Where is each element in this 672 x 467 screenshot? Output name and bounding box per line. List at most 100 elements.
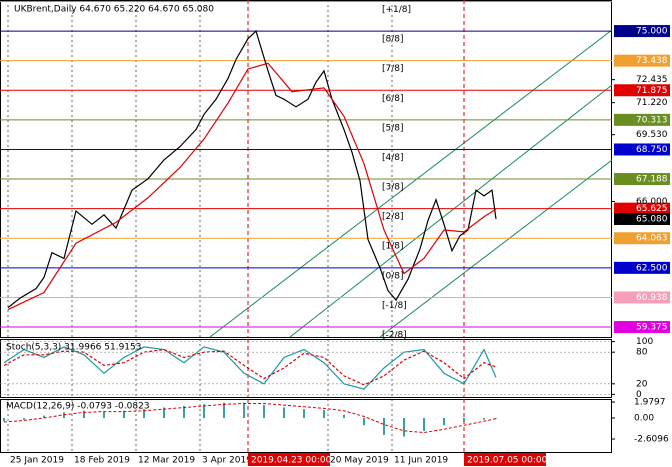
macd-header: MACD(12,26,9) -0.0793 -0.0823	[6, 402, 150, 412]
date-box	[248, 453, 330, 466]
murrey-tag: [0/8]	[382, 271, 404, 281]
x-tick-label: 12 Mar 2019	[138, 456, 195, 466]
macd-bar	[403, 418, 405, 437]
channel-line	[289, 84, 613, 338]
y-tick-label: 1.9797	[634, 398, 666, 408]
highlighted-date-label: 2019.04.23 00:00	[251, 456, 332, 466]
y-tick-label: 0	[636, 390, 642, 400]
level-box	[614, 113, 670, 126]
main-header: UKBrent,Daily 64.670 65.220 64.670 65.08…	[14, 5, 214, 15]
signal-line	[3, 403, 497, 434]
y-tick-label: 80	[636, 348, 648, 358]
main-panel-border	[0, 0, 612, 338]
macd-bar	[363, 418, 365, 426]
y-tick-label: 20	[636, 379, 648, 389]
macd-bar	[263, 405, 265, 419]
macd-bar	[43, 415, 45, 419]
macd-panel-border	[0, 399, 612, 453]
macd-bar	[203, 404, 205, 419]
channel-lines	[209, 29, 613, 338]
level-label: 59.375	[636, 323, 668, 333]
series-line	[3, 346, 497, 390]
level-box	[614, 232, 670, 245]
last-price-box	[614, 212, 670, 225]
y-tick-label: 71.220	[636, 98, 668, 108]
macd-bar	[495, 418, 497, 419]
macd-bar	[143, 409, 145, 419]
x-tick-label: 20 May 2019	[330, 456, 389, 466]
y-tick-label: 69.530	[636, 130, 668, 140]
macd-bar	[103, 411, 105, 419]
macd-bar	[23, 418, 25, 420]
macd-bar	[3, 418, 5, 422]
level-box	[614, 173, 670, 186]
level-label: 62.500	[636, 263, 668, 273]
series-line	[7, 29, 497, 309]
level-box	[614, 202, 670, 215]
y-tick-label: 72.435	[636, 75, 668, 85]
macd-bar	[123, 410, 125, 419]
murrey-tag: [+1/8]	[382, 5, 411, 15]
murrey-tag: [6/8]	[382, 94, 404, 104]
murrey-tag: [8/8]	[382, 35, 404, 45]
series-line	[3, 348, 497, 386]
channel-line	[379, 159, 613, 338]
macd-bar	[323, 409, 325, 419]
level-label: 71.875	[636, 86, 668, 96]
y-tick-label: 100	[636, 337, 653, 347]
macd-bar	[303, 409, 305, 419]
macd-bar	[423, 418, 425, 431]
x-tick-label: 11 Jun 2019	[394, 456, 448, 466]
y-tick-label: 0.00	[634, 414, 654, 424]
macd-bar	[183, 405, 185, 419]
murrey-tag: [4/8]	[382, 153, 404, 163]
murrey-tag: [3/8]	[382, 183, 404, 193]
level-label: 67.188	[636, 175, 668, 185]
level-label: 60.938	[636, 293, 668, 303]
macd-bar	[223, 402, 225, 419]
murrey-tag: [7/8]	[382, 64, 404, 74]
level-label: 73.438	[636, 56, 668, 66]
level-box	[614, 261, 670, 274]
murrey-tag: [-2/8]	[382, 331, 407, 341]
level-label: 64.063	[636, 234, 668, 244]
level-box	[614, 321, 670, 334]
murrey-tag: [-1/8]	[382, 301, 407, 311]
level-box	[614, 143, 670, 156]
level-box	[614, 291, 670, 304]
level-label: 75.000	[636, 27, 668, 37]
x-tick-label: 25 Jan 2019	[10, 456, 64, 466]
level-label: 70.313	[636, 115, 668, 125]
macd-bar	[343, 414, 345, 419]
macd-bar	[383, 418, 385, 435]
channel-line	[209, 29, 613, 338]
level-box	[614, 25, 670, 38]
macd-bar	[443, 418, 445, 426]
y-tick-label: -2.6096	[634, 435, 669, 445]
level-label: 65.625	[636, 204, 668, 214]
macd-bar	[283, 407, 285, 419]
level-label: 68.750	[636, 145, 668, 155]
last-price-label: 65.080	[636, 214, 668, 224]
macd-bar	[483, 418, 485, 420]
y-tick-label: 66.000	[636, 197, 668, 207]
murrey-tag: [1/8]	[382, 242, 404, 252]
macd-bar	[463, 418, 465, 423]
x-tick-label: 18 Feb 2019	[74, 456, 130, 466]
macd-bar	[163, 407, 165, 419]
macd-bar	[83, 410, 85, 419]
date-box	[464, 453, 546, 466]
stoch-panel-border	[0, 339, 612, 398]
macd-bar	[243, 402, 245, 419]
series-line	[7, 62, 497, 311]
level-box	[614, 54, 670, 67]
level-box	[614, 84, 670, 97]
highlighted-date-label: 2019.07.05 00:00	[467, 456, 548, 466]
stoch-header: Stoch(5,3,3) 31.9966 51.9153	[6, 343, 141, 353]
murrey-tag: [5/8]	[382, 123, 404, 133]
murrey-tag: [2/8]	[382, 212, 404, 222]
x-tick-label: 3 Apr 2019	[202, 456, 252, 466]
